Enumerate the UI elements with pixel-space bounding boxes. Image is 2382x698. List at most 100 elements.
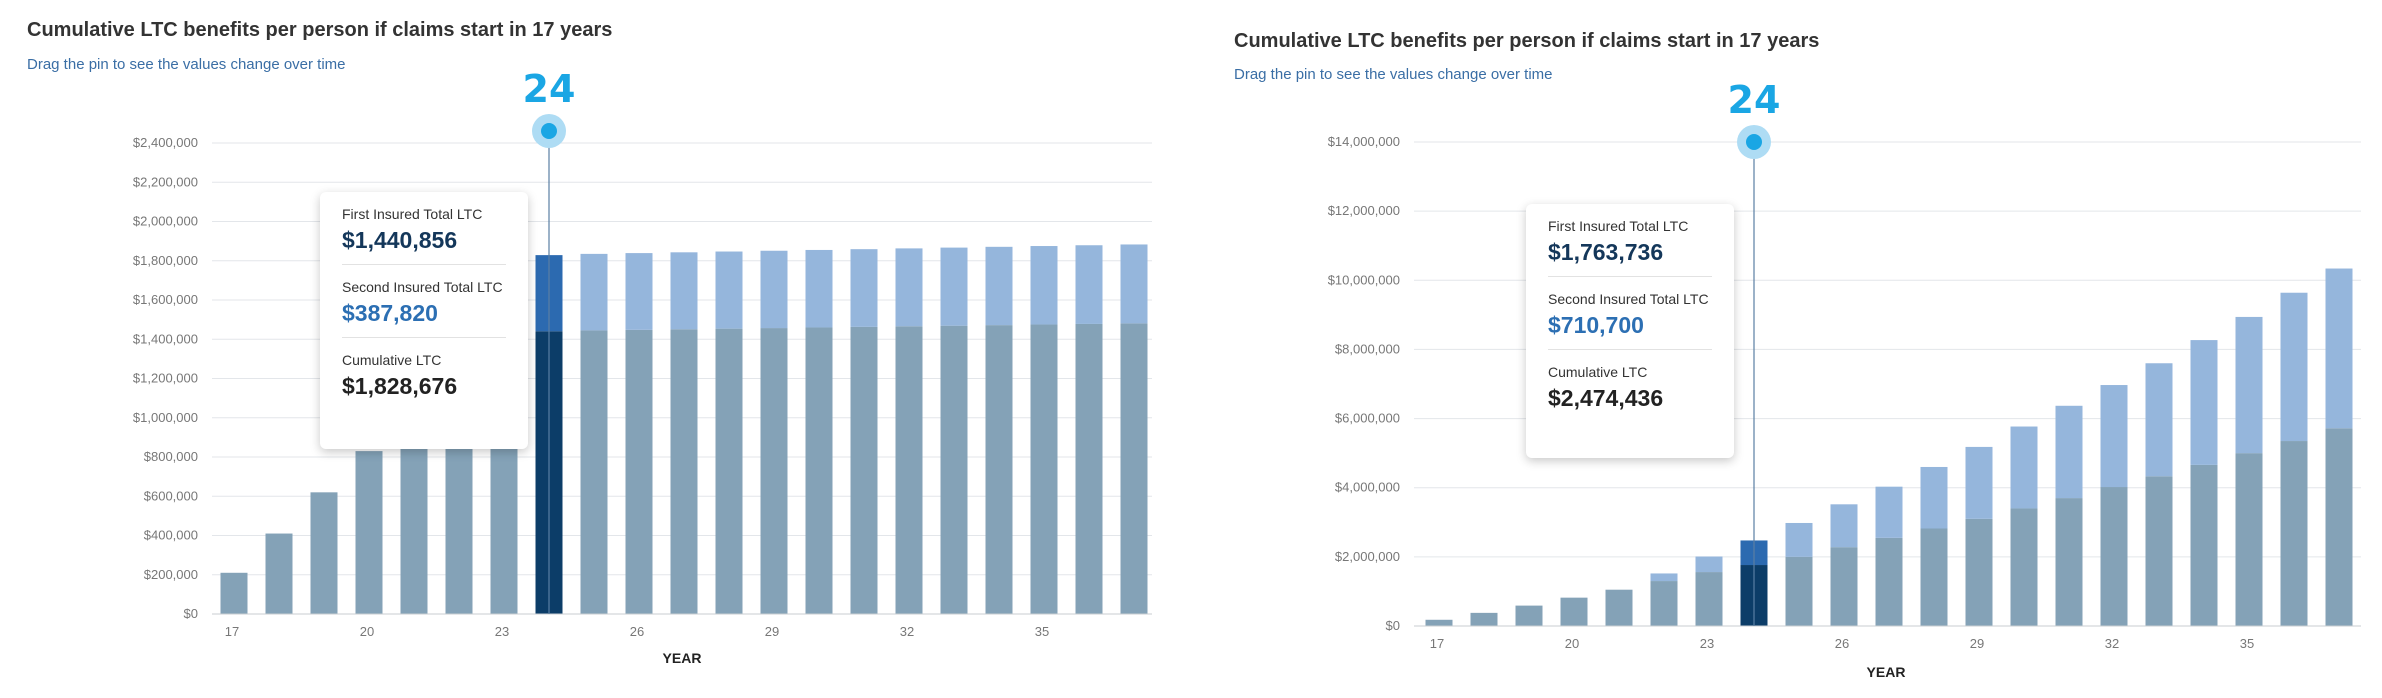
tooltip-first-insured: First Insured Total LTC $1,763,736 <box>1548 204 1712 277</box>
x-tick-label: 26 <box>1835 636 1849 651</box>
x-tick-label: 23 <box>1700 636 1714 651</box>
bar-first-insured <box>1920 528 1948 626</box>
tooltip-first-label: First Insured Total LTC <box>342 206 483 222</box>
bar-first-insured <box>2055 498 2083 626</box>
bar-first-insured <box>1425 619 1453 626</box>
tooltip-second-insured: Second Insured Total LTC $387,820 <box>342 265 506 338</box>
bar-second-insured <box>1830 504 1858 548</box>
y-tick-label: $4,000,000 <box>1335 480 1400 495</box>
y-tick-label: $10,000,000 <box>1328 272 1400 287</box>
bar-first-insured <box>1120 323 1148 614</box>
chart-subtitle: Drag the pin to see the values change ov… <box>1234 66 1553 83</box>
tooltip-cumulative-label: Cumulative LTC <box>1548 364 1648 380</box>
bar-first-insured <box>625 329 653 614</box>
bar-second-insured <box>625 253 653 330</box>
bar-second-insured <box>805 249 833 328</box>
bar-second-insured <box>895 248 923 327</box>
bar-second-insured <box>1030 246 1058 325</box>
tooltip-first-value: $1,440,856 <box>342 227 458 253</box>
pin-year-label: 24 <box>1728 78 1781 122</box>
x-tick-label: 26 <box>630 624 644 639</box>
bar-second-insured <box>985 246 1013 326</box>
bar-second-insured <box>2145 363 2173 477</box>
bar-first-insured <box>2280 441 2308 626</box>
tooltip-cumulative: Cumulative LTC $1,828,676 <box>342 338 506 410</box>
pin-year-label: 24 <box>523 67 576 111</box>
bar-chart-left: $0 $200,000 $400,000 $600,000 $800,000 $1,000… <box>133 67 1152 666</box>
bar-second-insured <box>2190 340 2218 465</box>
y-tick-label: $1,600,000 <box>133 292 198 307</box>
x-tick-label: 20 <box>360 624 374 639</box>
bar-first-insured <box>2325 428 2353 626</box>
bar-second-insured <box>1920 466 1948 529</box>
bar-first-insured <box>490 447 518 614</box>
tooltip-first-label: First Insured Total LTC <box>1548 218 1689 234</box>
bar-first-insured <box>445 447 473 614</box>
y-tick-label: $2,000,000 <box>133 214 198 229</box>
bar-second-insured <box>2055 405 2083 499</box>
bar-second-insured <box>1075 245 1103 324</box>
bar-first-insured <box>715 328 743 614</box>
x-tick-label: 35 <box>2240 636 2254 651</box>
pin-handle[interactable] <box>541 123 557 139</box>
bar-first-insured <box>2190 464 2218 626</box>
bar-first-insured <box>1695 572 1723 626</box>
y-tick-label: $6,000,000 <box>1335 411 1400 426</box>
y-tick-label: $1,800,000 <box>133 253 198 268</box>
chart-panel-right: Cumulative LTC benefits per person if cl… <box>1191 0 2382 698</box>
bar-first-insured <box>580 330 608 614</box>
x-tick-label: 17 <box>225 624 239 639</box>
bar-second-insured <box>2235 316 2263 454</box>
bar-first-insured <box>220 572 248 614</box>
y-tick-label: $200,000 <box>144 567 198 582</box>
y-tick-label: $600,000 <box>144 488 198 503</box>
bar-chart-right: $0 $2,000,000 $4,000,000 $6,000,000 $8,000,0… <box>1328 78 2361 680</box>
value-tooltip: First Insured Total LTC $1,440,856 Secon… <box>320 192 528 449</box>
pin-handle[interactable] <box>1746 134 1762 150</box>
chart-title: Cumulative LTC benefits per person if cl… <box>27 19 613 41</box>
bar-second-insured <box>1965 446 1993 519</box>
tooltip-second-label: Second Insured Total LTC <box>342 279 503 295</box>
x-tick-label: 23 <box>495 624 509 639</box>
bar-second-insured <box>2280 292 2308 442</box>
tooltip-cumulative: Cumulative LTC $2,474,436 <box>1548 350 1712 422</box>
bar-first-insured <box>1785 556 1813 626</box>
tooltip-second-label: Second Insured Total LTC <box>1548 291 1709 307</box>
bar-first-insured <box>985 325 1013 614</box>
bar-first-insured <box>1470 612 1498 626</box>
y-tick-label: $0 <box>184 606 198 621</box>
year-pin[interactable]: 24 <box>523 67 576 614</box>
x-tick-label: 29 <box>765 624 779 639</box>
y-tick-label: $1,400,000 <box>133 331 198 346</box>
bar-first-insured <box>1650 581 1678 626</box>
value-tooltip: First Insured Total LTC $1,763,736 Secon… <box>1526 204 1734 458</box>
tooltip-second-value: $387,820 <box>342 300 438 326</box>
bar-first-insured <box>670 329 698 614</box>
tooltip-cumulative-value: $2,474,436 <box>1548 385 1664 411</box>
bar-first-insured <box>895 326 923 614</box>
bar-first-insured <box>1075 323 1103 614</box>
bar-first-insured <box>2235 453 2263 626</box>
chart-panel-left: Cumulative LTC benefits per person if cl… <box>27 19 1152 666</box>
tooltip-second-value: $710,700 <box>1548 312 1644 338</box>
y-tick-label: $0 <box>1386 618 1400 633</box>
bar-first-insured <box>400 447 428 614</box>
y-tick-label: $800,000 <box>144 449 198 464</box>
y-tick-label: $2,000,000 <box>1335 549 1400 564</box>
x-tick-label: 29 <box>1970 636 1984 651</box>
tooltip-first-value: $1,763,736 <box>1548 239 1664 265</box>
y-tick-label: $14,000,000 <box>1328 134 1400 149</box>
y-tick-label: $2,200,000 <box>133 174 198 189</box>
y-tick-label: $2,400,000 <box>133 135 198 150</box>
bar-second-insured <box>1785 522 1813 557</box>
bar-second-insured <box>1695 556 1723 573</box>
bar-second-insured <box>2325 268 2353 429</box>
y-tick-label: $8,000,000 <box>1335 341 1400 356</box>
bar-second-insured <box>940 247 968 326</box>
bar-first-insured <box>2145 476 2173 626</box>
x-axis-title: YEAR <box>1867 664 1906 680</box>
bar-first-insured <box>1830 547 1858 626</box>
bar-first-insured <box>760 328 788 614</box>
year-pin[interactable]: 24 <box>1728 78 1781 626</box>
y-tick-label: $1,200,000 <box>133 371 198 386</box>
